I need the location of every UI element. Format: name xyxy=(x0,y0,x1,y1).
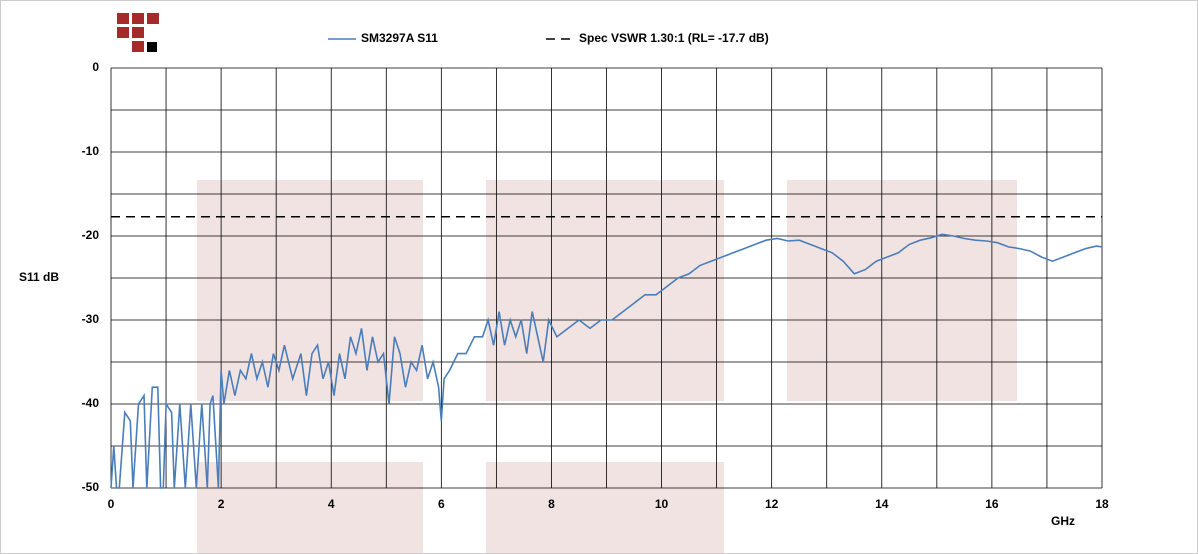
x-tick-label: 10 xyxy=(655,497,669,511)
y-tick-label: -30 xyxy=(82,312,100,326)
x-tick-label: 16 xyxy=(985,497,999,511)
logo xyxy=(117,13,159,52)
y-tick-label: -20 xyxy=(82,228,100,242)
y-axis-label: S11 dB xyxy=(19,270,59,284)
y-tick-label: -10 xyxy=(82,144,100,158)
x-tick-label: 14 xyxy=(875,497,889,511)
y-tick-label: -40 xyxy=(82,396,100,410)
x-tick-label: 18 xyxy=(1095,497,1109,511)
x-tick-label: 2 xyxy=(218,497,225,511)
x-tick-label: 4 xyxy=(328,497,335,511)
y-tick-label: 0 xyxy=(92,60,99,74)
x-tick-label: 0 xyxy=(108,497,115,511)
x-axis-label: GHz xyxy=(1051,514,1075,528)
x-tick-label: 6 xyxy=(438,497,445,511)
x-tick-label: 8 xyxy=(548,497,555,511)
legend-label: SM3297A S11 xyxy=(361,31,438,45)
y-tick-label: -50 xyxy=(82,480,100,494)
series-line xyxy=(110,233,1103,489)
x-tick-label: 12 xyxy=(765,497,779,511)
legend-label: Spec VSWR 1.30:1 (RL= -17.7 dB) xyxy=(579,31,769,45)
